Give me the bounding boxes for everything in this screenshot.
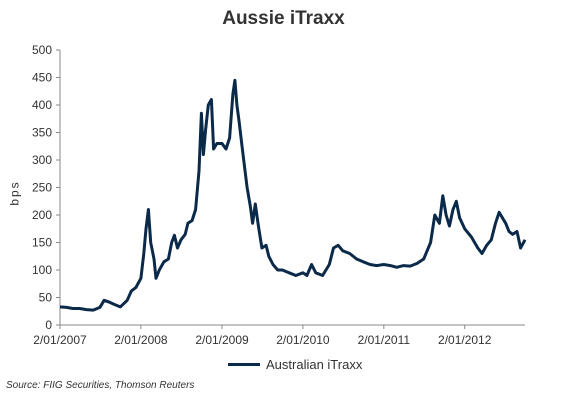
y-tick-label: 150 [32, 236, 52, 250]
legend-swatch [228, 363, 260, 366]
x-tick-label: 2/01/2011 [358, 333, 411, 347]
y-tick-label: 100 [32, 263, 52, 277]
y-tick-label: 300 [32, 153, 52, 167]
x-tick-label: 2/01/2008 [114, 333, 168, 347]
y-tick-label: 400 [32, 98, 52, 112]
legend: Australian iTraxx [228, 357, 362, 372]
series-line [59, 78, 527, 312]
y-tick-label: 500 [32, 43, 52, 57]
x-tick-label: 2/01/2007 [33, 333, 87, 347]
x-tick-label: 2/01/2010 [276, 333, 330, 347]
legend-label: Australian iTraxx [266, 357, 363, 372]
y-tick-label: 0 [45, 318, 52, 332]
y-tick-label: 50 [39, 291, 53, 305]
y-tick-label: 350 [32, 126, 52, 140]
chart-title: Aussie iTraxx [222, 8, 345, 29]
y-tick-label: 250 [32, 181, 52, 195]
source-note: Source: FIIG Securities, Thomson Reuters [6, 380, 195, 391]
y-tick-label: 200 [32, 208, 52, 222]
x-tick-label: 2/01/2009 [195, 333, 249, 347]
x-tick-label: 2/01/2012 [438, 333, 492, 347]
y-tick-label: 450 [32, 71, 52, 85]
